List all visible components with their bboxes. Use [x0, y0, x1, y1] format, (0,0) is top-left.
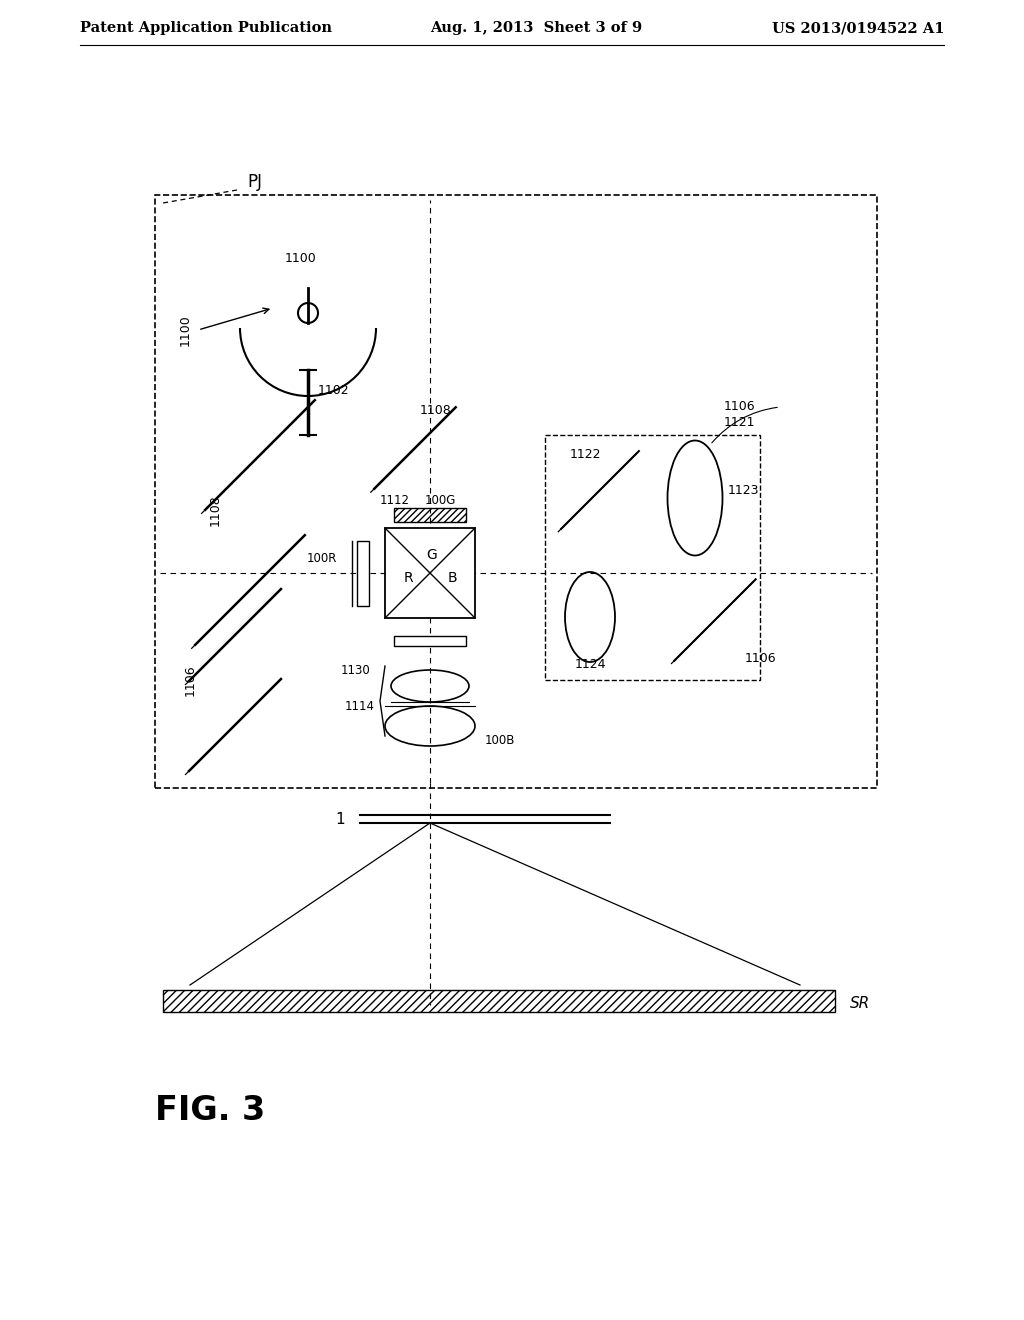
Bar — [394, 508, 466, 521]
Text: R: R — [403, 572, 413, 585]
Text: 1121: 1121 — [724, 417, 755, 429]
Text: 1108: 1108 — [209, 494, 221, 525]
Text: 1124: 1124 — [574, 659, 606, 672]
Text: B: B — [447, 572, 457, 585]
Text: 1102: 1102 — [318, 384, 349, 396]
Text: 1122: 1122 — [569, 449, 601, 462]
Text: FIG. 3: FIG. 3 — [155, 1093, 265, 1126]
Bar — [385, 528, 475, 618]
Bar — [155, 195, 877, 788]
Bar — [163, 990, 835, 1012]
Text: US 2013/0194522 A1: US 2013/0194522 A1 — [771, 21, 944, 36]
Text: 100B: 100B — [485, 734, 515, 747]
Text: 1100: 1100 — [285, 252, 316, 264]
Text: Patent Application Publication: Patent Application Publication — [80, 21, 332, 36]
Text: 1114: 1114 — [345, 700, 375, 713]
Bar — [545, 436, 760, 680]
Text: 1108: 1108 — [420, 404, 452, 417]
Text: 1106: 1106 — [745, 652, 776, 664]
Text: PJ: PJ — [247, 173, 262, 191]
Text: 1100: 1100 — [178, 314, 191, 346]
Text: 1106: 1106 — [183, 664, 197, 696]
Text: 1: 1 — [336, 812, 345, 826]
Text: 1123: 1123 — [728, 483, 760, 496]
Text: G: G — [427, 548, 437, 562]
Bar — [394, 636, 466, 645]
Text: 100R: 100R — [306, 552, 337, 565]
Text: 1106: 1106 — [723, 400, 755, 413]
Bar — [357, 541, 369, 606]
Text: 1130: 1130 — [340, 664, 370, 677]
Text: SR: SR — [850, 995, 870, 1011]
Text: Aug. 1, 2013  Sheet 3 of 9: Aug. 1, 2013 Sheet 3 of 9 — [430, 21, 642, 36]
Text: 1112: 1112 — [380, 494, 410, 507]
Text: 100G: 100G — [425, 494, 457, 507]
